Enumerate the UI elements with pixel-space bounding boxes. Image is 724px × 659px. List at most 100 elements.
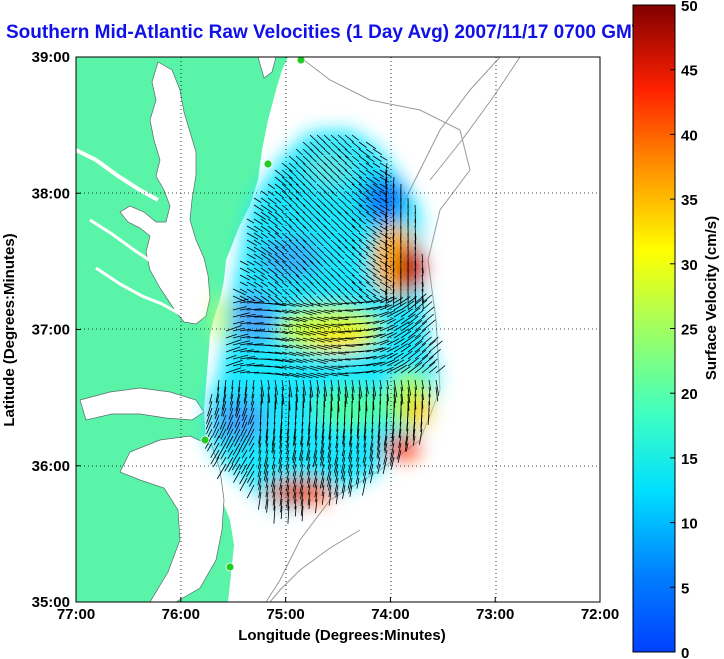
velocity-vector [421, 294, 432, 304]
velocity-vector [267, 316, 279, 319]
velocity-vector [209, 393, 213, 404]
velocity-vector [257, 456, 262, 469]
velocity-vector [271, 470, 276, 487]
velocity-vector [337, 344, 355, 347]
velocity-vector [323, 372, 338, 377]
velocity-vector [281, 288, 290, 296]
velocity-vector [393, 379, 398, 398]
velocity-vector [323, 169, 333, 178]
velocity-vector [241, 414, 248, 428]
velocity-vector [267, 274, 279, 283]
velocity-vector [351, 253, 362, 262]
velocity-vector [337, 169, 346, 177]
velocity-vector [365, 361, 383, 367]
velocity-vector [392, 260, 395, 273]
velocity-vector [309, 309, 322, 314]
velocity-vector [385, 414, 388, 428]
velocity-vector [281, 302, 296, 307]
velocity-vector [358, 342, 370, 346]
radar-stations [200, 57, 306, 572]
velocity-vector [292, 477, 297, 492]
velocity-vector [274, 358, 293, 363]
velocity-vector [330, 288, 341, 298]
velocity-vector [281, 274, 292, 284]
velocity-vector [316, 239, 324, 247]
velocity-vector [323, 281, 332, 289]
velocity-vector [233, 463, 241, 476]
velocity-vector [265, 442, 269, 454]
velocity-vector [288, 330, 304, 336]
velocity-vector [288, 253, 296, 260]
velocity-vector [379, 324, 395, 332]
velocity-vector [386, 345, 400, 353]
velocity-vector [372, 155, 382, 162]
velocity-vector [253, 197, 262, 203]
velocity-vector [239, 335, 251, 339]
velocity-vector [259, 421, 262, 432]
velocity-vector [392, 176, 395, 188]
velocity-vector [302, 288, 312, 297]
velocity-vector [358, 176, 367, 184]
velocity-vector [274, 183, 287, 193]
velocity-vector [421, 253, 424, 263]
velocity-vector [330, 204, 342, 215]
velocity-vector [428, 393, 431, 406]
velocity-vector [232, 369, 246, 374]
velocity-vector [421, 313, 434, 325]
velocity-vector [344, 386, 348, 404]
velocity-vector [351, 176, 362, 186]
x-axis: 77:00 76:00 75:00 74:00 73:00 72:00 [57, 597, 619, 623]
velocity-vector [246, 456, 255, 471]
velocity-vector [334, 477, 339, 495]
velocity-vector [421, 340, 436, 353]
velocity-vector [227, 449, 234, 460]
velocity-vector [281, 246, 289, 253]
velocity-vector [335, 470, 339, 484]
velocity-vector [281, 183, 291, 192]
velocity-vector [233, 428, 241, 443]
velocity-vector [412, 421, 416, 437]
velocity-vector [369, 435, 374, 451]
velocity-vector [362, 470, 367, 484]
velocity-vector [400, 344, 412, 353]
velocity-vector [274, 309, 289, 314]
velocity-vector [295, 505, 297, 517]
velocity-vector [393, 321, 410, 332]
velocity-vector [365, 281, 374, 288]
velocity-vector [421, 336, 432, 346]
velocity-vector [251, 386, 255, 399]
velocity-vector [428, 358, 438, 367]
velocity-vector [312, 449, 318, 468]
velocity-vector [267, 323, 280, 327]
velocity-vector [288, 393, 291, 411]
velocity-vector [288, 204, 300, 215]
velocity-vector [337, 225, 347, 234]
velocity-vector [231, 379, 234, 390]
velocity-vector [267, 183, 276, 190]
velocity-vector [344, 197, 352, 204]
velocity-vector [414, 253, 417, 267]
velocity-vector [288, 344, 303, 350]
velocity-vector [288, 386, 291, 397]
velocity-vector [355, 470, 360, 485]
velocity-vector [239, 321, 251, 325]
velocity-vector [260, 253, 272, 262]
velocity-vector [239, 307, 251, 311]
velocity-vector [379, 340, 390, 346]
velocity-vector [321, 421, 325, 438]
velocity-vector [260, 274, 268, 280]
velocity-vector [223, 379, 227, 394]
velocity-vector [271, 428, 276, 447]
velocity-vector [258, 449, 262, 461]
velocity-vector [385, 246, 388, 258]
velocity-vector [278, 456, 283, 472]
velocity-vector [379, 162, 390, 169]
velocity-vector [253, 288, 263, 295]
velocity-vector [386, 365, 402, 374]
velocity-vector [239, 363, 255, 367]
velocity-vector [383, 435, 388, 451]
velocity-vector [288, 176, 299, 186]
velocity-vector [246, 295, 255, 301]
velocity-vector [330, 295, 339, 303]
velocity-vector [243, 386, 248, 403]
